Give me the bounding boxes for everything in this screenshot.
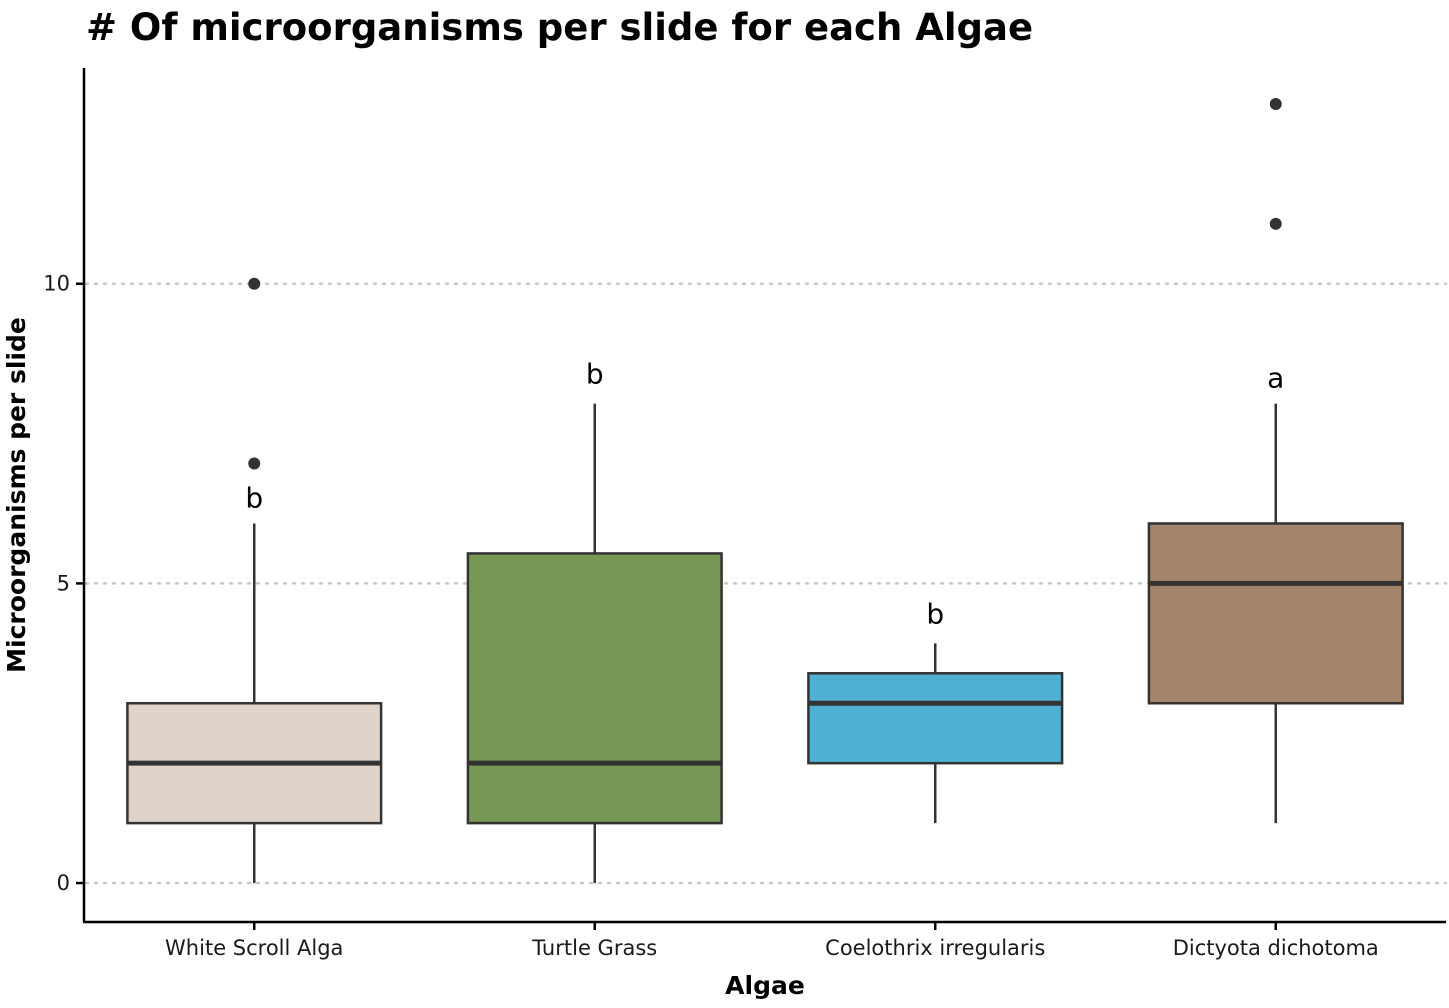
outlier-point bbox=[248, 277, 261, 290]
chart-title: # Of microorganisms per slide for each A… bbox=[86, 6, 1034, 49]
y-tick-label: 0 bbox=[57, 871, 70, 895]
boxplot-group: a bbox=[1147, 97, 1404, 824]
axes: 0 5 10 White Scroll Alga Turtle Grass Coeloth… bbox=[43, 68, 1446, 960]
boxplot-group: b bbox=[466, 358, 723, 884]
x-tick-label: Turtle Grass bbox=[531, 936, 657, 960]
boxplot-group: b bbox=[126, 277, 383, 884]
box-iqr bbox=[1147, 522, 1404, 705]
group-letter-label: b bbox=[926, 597, 944, 630]
y-tick-label: 5 bbox=[57, 571, 70, 595]
group-letter-label: b bbox=[586, 358, 604, 391]
boxplot-group: b bbox=[807, 597, 1064, 824]
outlier-point bbox=[1269, 217, 1282, 230]
outlier-point bbox=[248, 457, 261, 470]
x-tick-label: Dictyota dichotoma bbox=[1173, 936, 1379, 960]
x-axis-title: Algae bbox=[725, 971, 805, 1000]
x-tick-label: Coelothrix irregularis bbox=[825, 936, 1045, 960]
x-tick-label: White Scroll Alga bbox=[165, 936, 343, 960]
group-letter-label: a bbox=[1267, 362, 1284, 395]
group-letter-label: b bbox=[245, 481, 263, 514]
outlier-point bbox=[1269, 97, 1282, 110]
y-tick-label: 10 bbox=[43, 272, 70, 296]
box-iqr bbox=[466, 552, 723, 825]
y-axis-title: Microorganisms per slide bbox=[2, 317, 31, 673]
box-iqr bbox=[807, 672, 1064, 765]
boxplots: b b b a bbox=[126, 97, 1404, 884]
